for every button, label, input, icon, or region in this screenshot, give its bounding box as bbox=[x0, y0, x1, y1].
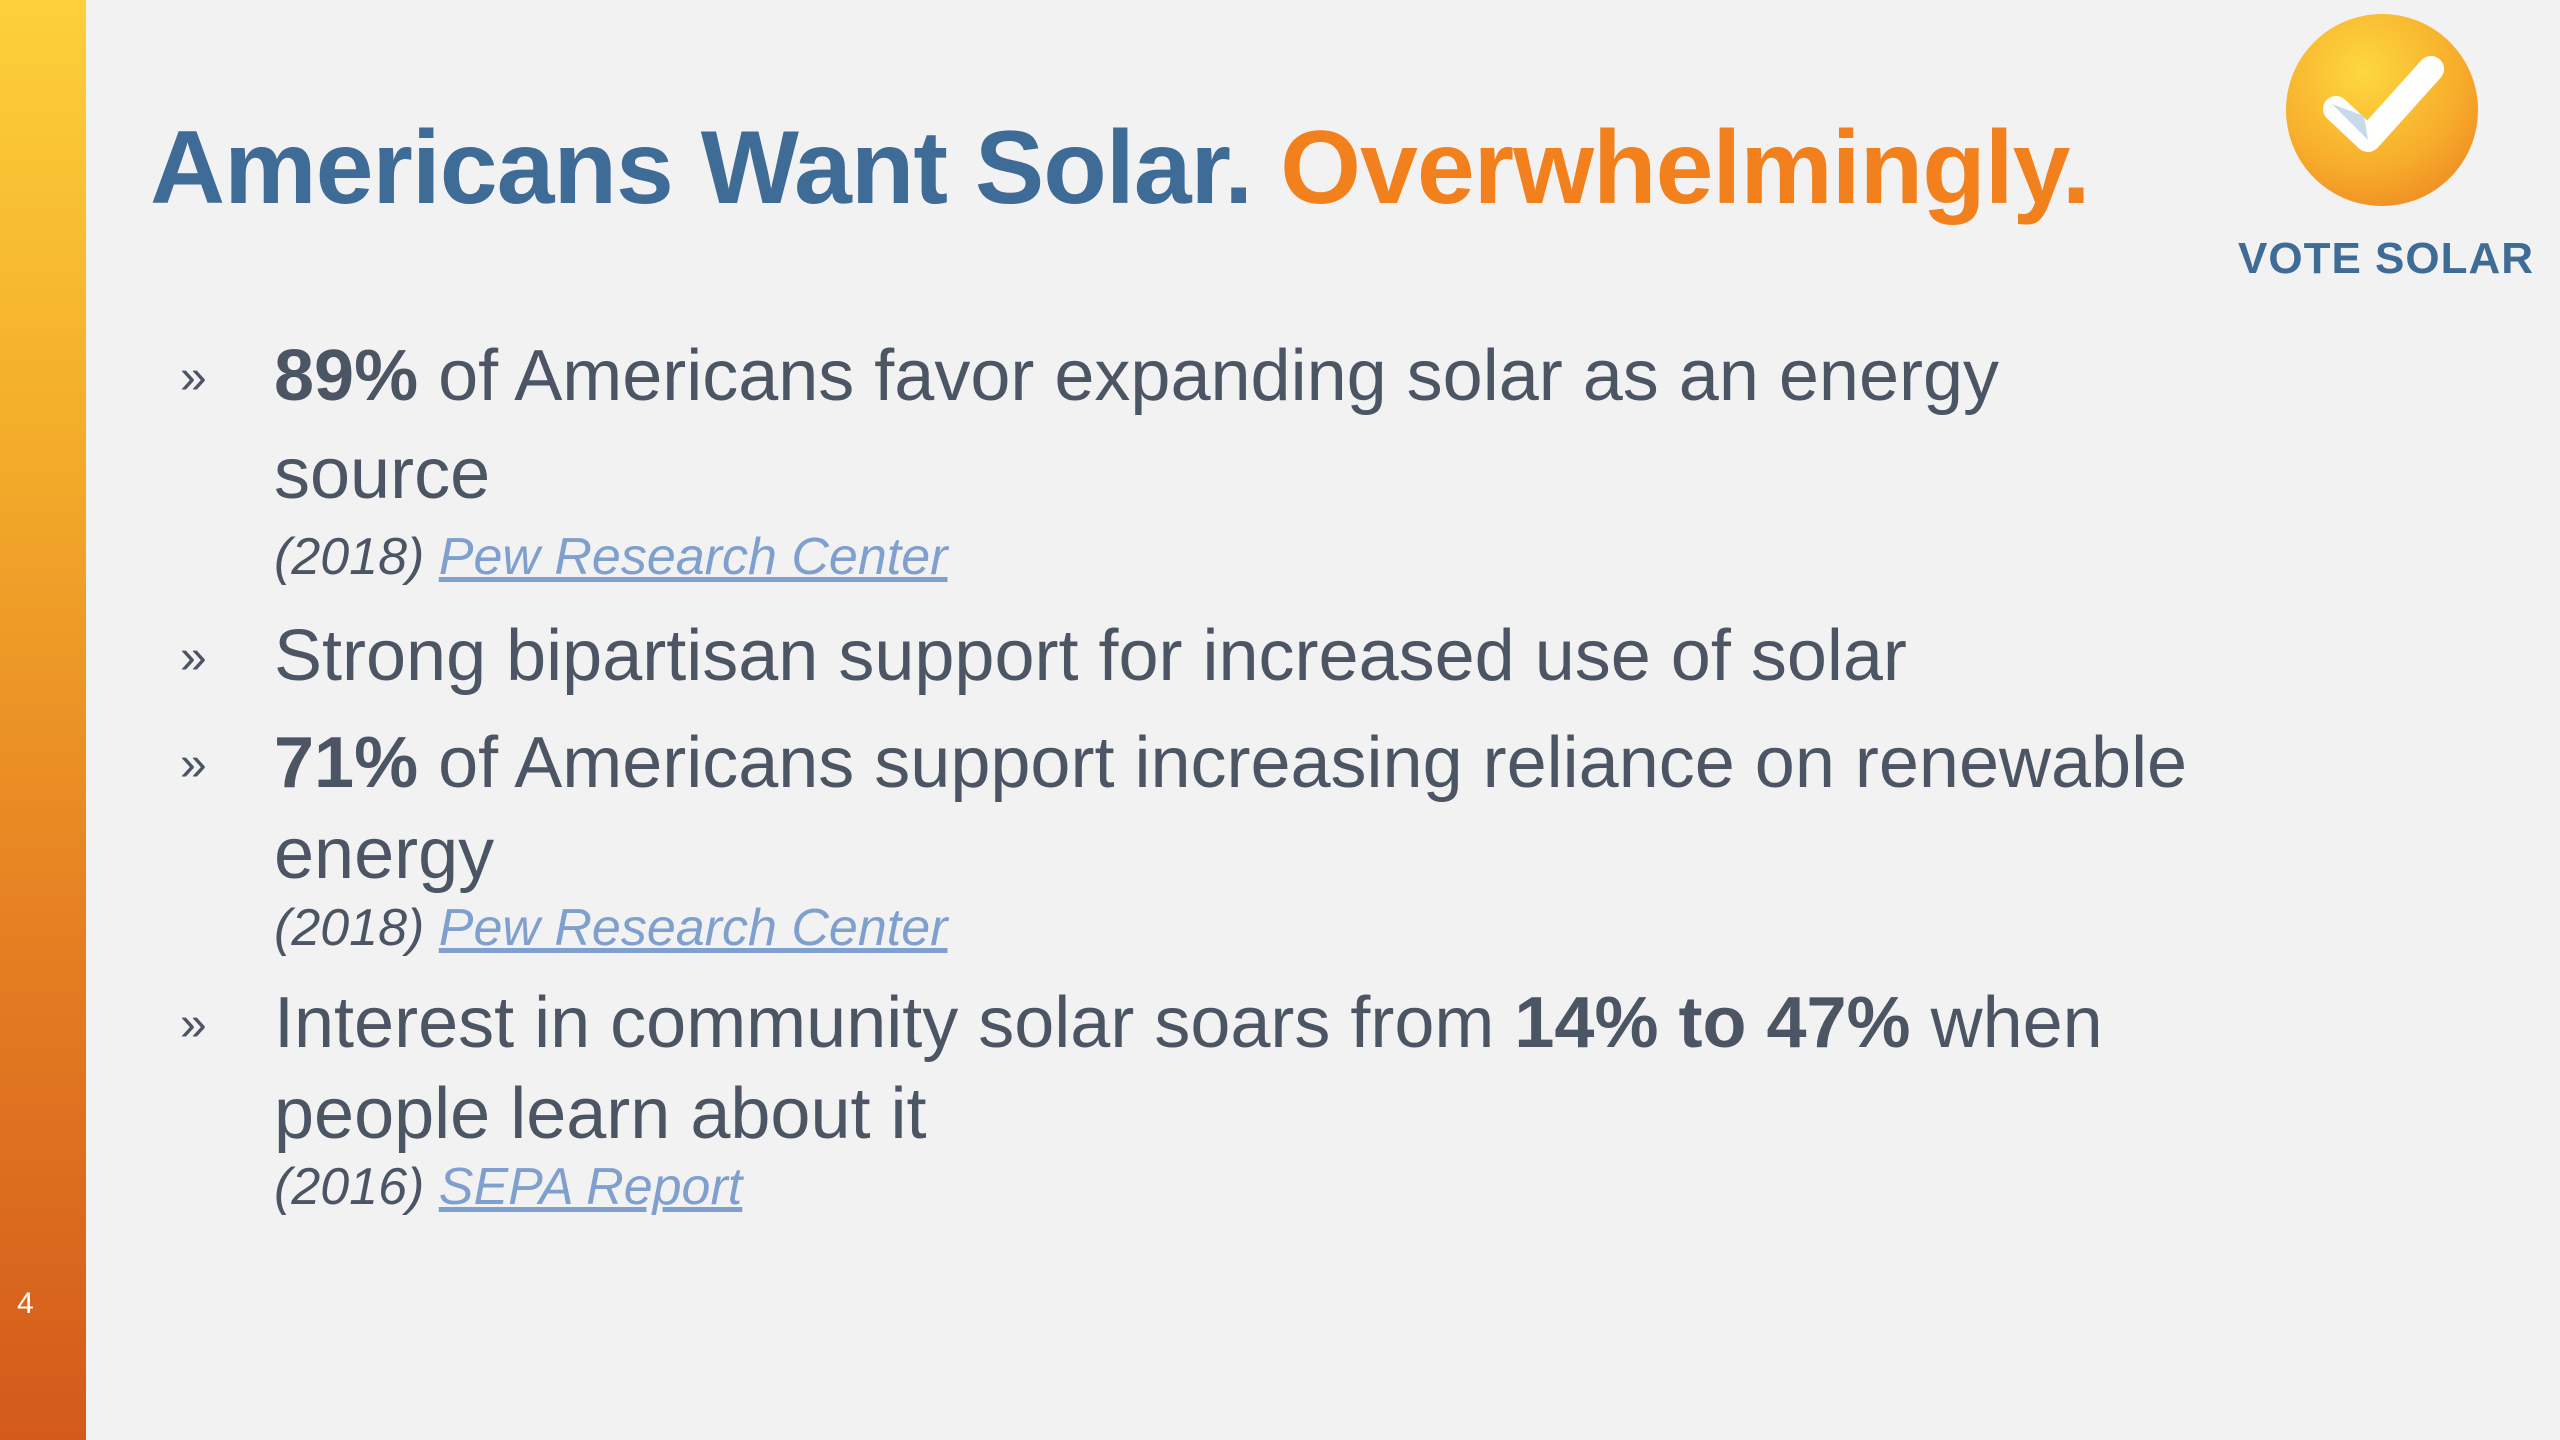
bullet-2-line-1: Strong bipartisan support for increased … bbox=[274, 616, 1907, 696]
source-year: (2018) bbox=[274, 528, 425, 586]
bullet-marker: » bbox=[180, 631, 207, 684]
vote-solar-logo: VOTE SOLAR bbox=[2238, 14, 2535, 294]
sidebar-gradient bbox=[0, 0, 86, 1440]
source-link-sepa[interactable]: SEPA Report bbox=[438, 1158, 743, 1216]
bullet-4-text-after: when bbox=[1910, 983, 2103, 1063]
source-link-pew[interactable]: Pew Research Center bbox=[438, 528, 948, 586]
source-citation: (2018) Pew Research Center bbox=[274, 898, 947, 958]
bullet-3-line-1: 71% of Americans support increasing reli… bbox=[274, 727, 2187, 799]
bullet-1-line-2: source bbox=[274, 434, 491, 514]
bullet-4-text-before: Interest in community solar soars from bbox=[274, 983, 1515, 1063]
title-part-2: Overwhelmingly. bbox=[1280, 110, 2091, 226]
bullet-3-text: of Americans support increasing reliance… bbox=[418, 723, 2188, 803]
page-number: 4 bbox=[17, 1287, 34, 1320]
bullet-1-text: of Americans favor expanding solar as an… bbox=[418, 336, 2000, 416]
logo-circle bbox=[2286, 14, 2478, 206]
bullet-4-line-2: people learn about it bbox=[274, 1074, 927, 1154]
bullet-marker: » bbox=[180, 738, 207, 791]
source-citation: (2016) SEPA Report bbox=[274, 1157, 742, 1217]
source-year: (2016) bbox=[274, 1158, 425, 1216]
stat-14-to-47: 14% to 47% bbox=[1514, 983, 1911, 1063]
stat-89: 89% bbox=[274, 336, 419, 416]
bullet-4-line-1: Interest in community solar soars from 1… bbox=[274, 987, 2103, 1059]
bullet-marker: » bbox=[180, 998, 207, 1051]
bullet-3-line-2: energy bbox=[274, 814, 495, 894]
bullet-1-line-1: 89% of Americans favor expanding solar a… bbox=[274, 340, 1999, 412]
logo-text: VOTE SOLAR bbox=[2238, 234, 2535, 283]
stat-71: 71% bbox=[274, 723, 419, 803]
source-link-pew[interactable]: Pew Research Center bbox=[438, 899, 948, 957]
source-citation: (2018) Pew Research Center bbox=[274, 527, 947, 587]
slide-title: Americans Want Solar. Overwhelmingly. bbox=[150, 106, 2091, 231]
checkmark-icon bbox=[2323, 56, 2444, 152]
title-part-1: Americans Want Solar. bbox=[150, 110, 1253, 226]
source-year: (2018) bbox=[274, 899, 425, 957]
bullet-marker: » bbox=[180, 351, 207, 404]
